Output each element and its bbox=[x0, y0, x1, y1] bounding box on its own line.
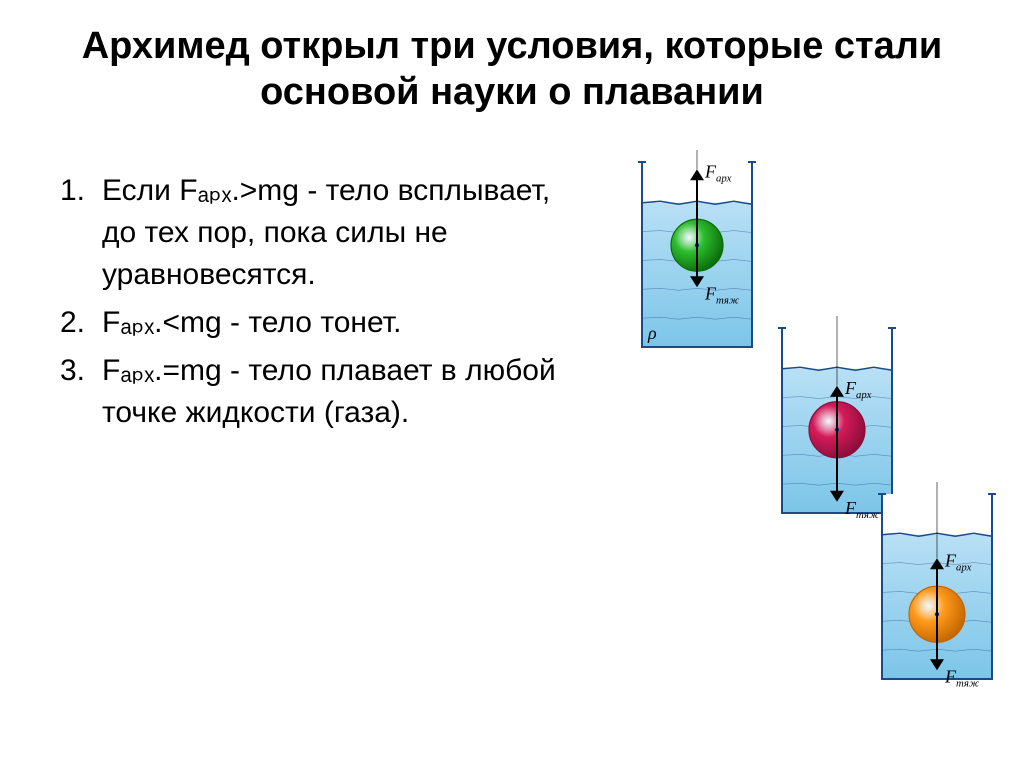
beaker-1-svg: FархFтяжρ bbox=[630, 148, 780, 388]
page-title: Архимед открыл три условия, которые стал… bbox=[40, 24, 984, 115]
list-item: 2. Fₐₚₓ.<mg - тело тонет. bbox=[60, 302, 580, 344]
condition-list: 1. Если Fₐₚₓ.>mg - тело всплывает, до те… bbox=[60, 170, 580, 440]
beaker-1-floats: FархFтяжρ bbox=[630, 148, 780, 358]
svg-text:ρ: ρ bbox=[647, 323, 657, 343]
list-text-1: Если Fₐₚₓ.>mg - тело всплывает, до тех п… bbox=[102, 170, 580, 296]
list-item: 3. Fₐₚₓ.=mg - тело плавает в любой точке… bbox=[60, 350, 580, 434]
list-text-2: Fₐₚₓ.<mg - тело тонет. bbox=[102, 302, 580, 344]
list-text-3: Fₐₚₓ.=mg - тело плавает в любой точке жи… bbox=[102, 350, 580, 434]
list-num-2: 2. bbox=[60, 302, 102, 344]
list-item: 1. Если Fₐₚₓ.>mg - тело всплывает, до те… bbox=[60, 170, 580, 296]
list-num-3: 3. bbox=[60, 350, 102, 434]
beaker-3-neutral: FархFтяж bbox=[870, 480, 1020, 690]
list-num-1: 1. bbox=[60, 170, 102, 296]
beaker-3-svg: FархFтяж bbox=[870, 480, 1020, 720]
